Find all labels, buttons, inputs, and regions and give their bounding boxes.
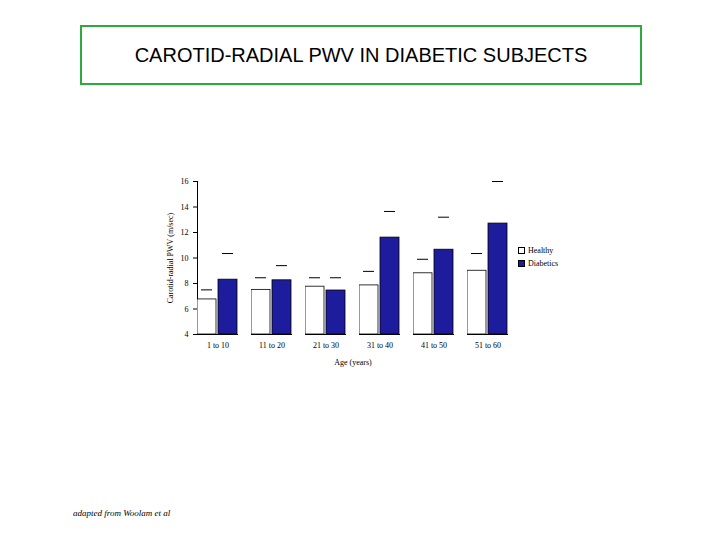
svg-text:51 to 60: 51 to 60 — [475, 341, 501, 350]
svg-text:41 to 50: 41 to 50 — [421, 341, 447, 350]
svg-text:21 to 30: 21 to 30 — [313, 341, 339, 350]
svg-text:11 to 20: 11 to 20 — [259, 341, 285, 350]
svg-text:14: 14 — [181, 203, 189, 212]
svg-text:6: 6 — [185, 305, 189, 314]
svg-text:31 to 40: 31 to 40 — [367, 341, 393, 350]
svg-text:10: 10 — [181, 254, 189, 263]
svg-text:12: 12 — [181, 228, 189, 237]
svg-text:1 to 10: 1 to 10 — [207, 341, 229, 350]
svg-text:16: 16 — [181, 177, 189, 186]
html-text:Diabetics: Diabetics — [528, 259, 559, 268]
svg-text:8: 8 — [185, 279, 189, 288]
svg-text:Carotid-radial PWV (m/sec): Carotid-radial PWV (m/sec) — [166, 212, 175, 303]
html-text:Healthy: Healthy — [528, 246, 554, 255]
svg-text:4: 4 — [185, 330, 189, 339]
html-text:adapted from Woolam et al: adapted from Woolam et al — [73, 508, 171, 518]
svg-text:Age (years): Age (years) — [334, 358, 372, 367]
html-text:CAROTID-RADIAL PWV IN DIABETIC: CAROTID-RADIAL PWV IN DIABETIC SUBJECTS — [134, 43, 588, 66]
